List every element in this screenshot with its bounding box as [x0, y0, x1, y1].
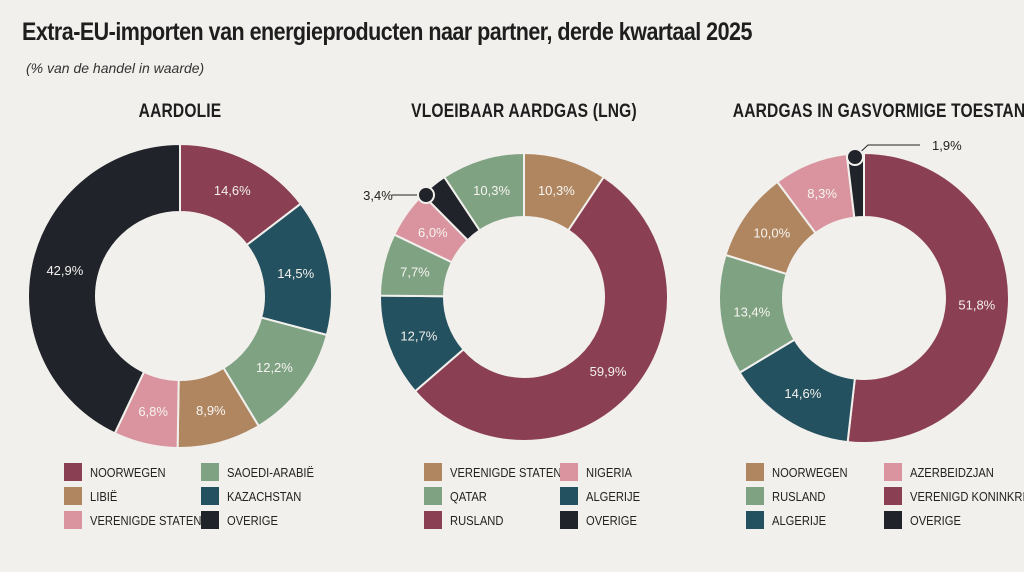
legend-label: SAOEDI-ARABIË: [227, 464, 314, 480]
legend-label: OVERIGE: [586, 512, 637, 528]
donut-hole-0: [97, 213, 263, 379]
legend-swatch: [884, 487, 902, 505]
legend-item-1-4: RUSLAND: [424, 511, 512, 529]
legend-label: OVERIGE: [227, 512, 278, 528]
data-label-2-3: 10,0%: [753, 226, 790, 241]
donut-0: 14,6% 14,5% 12,2% 8,9% 6,8% 42,9%: [27, 142, 333, 449]
legend-item-2-4: ALGERIJE: [746, 511, 835, 529]
legend-item-0-0: NOORWEGEN: [64, 463, 178, 481]
donut-hole-2: [784, 218, 944, 378]
legend-label: KAZACHSTAN: [227, 488, 302, 504]
legend-swatch: [884, 463, 902, 481]
data-label-2-4: 8,3%: [807, 186, 837, 201]
callout-dot-2-5: [846, 148, 864, 166]
legend-item-0-4: VERENIGDE STATEN: [64, 511, 220, 529]
legend-item-1-3: ALGERIJE: [560, 487, 649, 505]
data-label-1-5: 3,4%: [363, 188, 393, 203]
slice-0-5: [27, 142, 181, 435]
donut-hole-1: [445, 218, 603, 376]
legend-label: NIGERIA: [586, 464, 632, 480]
chart-title-aardolie: AARDOLIE: [138, 101, 222, 122]
legend-label: QATAR: [450, 488, 487, 504]
legend-swatch: [201, 463, 219, 481]
legend-label: VERENIGDE STATEN: [90, 512, 202, 528]
data-label-2-1: 14,6%: [784, 386, 821, 401]
legend-label: AZERBEIDZJAN: [910, 464, 994, 480]
donut-2: 51,8% 14,6% 13,4% 10,0% 8,3% 1,9%: [718, 138, 1010, 444]
data-label-2-2: 13,4%: [733, 304, 770, 319]
legend-item-2-5: OVERIGE: [884, 511, 969, 529]
legend-label: ALGERIJE: [772, 512, 827, 528]
slice-1-1: [413, 175, 669, 442]
legend-label: LIBIË: [90, 488, 118, 504]
page-title: Extra-EU-importen van energieproducten n…: [22, 18, 752, 46]
legend-item-2-0: NOORWEGEN: [746, 463, 860, 481]
data-label-1-0: 10,3%: [538, 183, 575, 198]
slice-2-0: [846, 151, 1010, 444]
data-label-1-6: 10,3%: [473, 183, 510, 198]
legend-swatch: [201, 511, 219, 529]
legend-item-1-5: OVERIGE: [560, 511, 645, 529]
legend-swatch: [746, 463, 764, 481]
legend-item-1-2: QATAR: [424, 487, 493, 505]
legend-swatch: [560, 463, 578, 481]
data-label-0-1: 14,5%: [277, 266, 314, 281]
data-label-1-2: 12,7%: [400, 329, 437, 344]
legend-item-0-2: LIBIË: [64, 487, 122, 505]
legend-item-0-1: SAOEDI-ARABIË: [201, 463, 328, 481]
data-label-0-2: 12,2%: [256, 360, 293, 375]
data-label-1-3: 7,7%: [400, 265, 430, 280]
legend-swatch: [201, 487, 219, 505]
data-label-0-5: 42,9%: [46, 263, 83, 278]
legend-item-2-2: RUSLAND: [746, 487, 834, 505]
data-label-1-1: 59,9%: [590, 364, 627, 379]
legend-item-2-3: VERENIGD KONINKRIJK: [884, 487, 1024, 505]
legend-swatch: [884, 511, 902, 529]
legend-swatch: [746, 511, 764, 529]
legend-swatch: [424, 463, 442, 481]
legend-swatch: [64, 463, 82, 481]
legend-item-0-5: OVERIGE: [201, 511, 286, 529]
legend-label: OVERIGE: [910, 512, 961, 528]
chart-title-lng: VLOEIBAAR AARDGAS (LNG): [411, 101, 637, 122]
legend-label: VERENIGDE STATEN: [450, 464, 562, 480]
legend-swatch: [424, 511, 442, 529]
data-label-2-5: 1,9%: [932, 138, 962, 153]
legend-label: RUSLAND: [450, 512, 504, 528]
legend-swatch: [424, 487, 442, 505]
legend-swatch: [64, 487, 82, 505]
legend-item-1-1: NIGERIA: [560, 463, 639, 481]
legend-swatch: [560, 511, 578, 529]
legend-label: NOORWEGEN: [772, 464, 848, 480]
data-label-0-4: 6,8%: [138, 404, 168, 419]
data-label-1-4: 6,0%: [418, 225, 448, 240]
legend-label: ALGERIJE: [586, 488, 641, 504]
legend-item-2-1: AZERBEIDZJAN: [884, 463, 1008, 481]
slice-1-6: [442, 151, 525, 232]
legend-swatch: [560, 487, 578, 505]
legend-swatch: [64, 511, 82, 529]
donut-1: 10,3% 59,9% 12,7% 7,7% 6,0% 3,4% 10,3%: [363, 151, 669, 442]
page-subtitle: (% van de handel in waarde): [26, 60, 205, 76]
legend-label: NOORWEGEN: [90, 464, 166, 480]
data-label-0-3: 8,9%: [196, 403, 226, 418]
data-label-0-0: 14,6%: [214, 183, 251, 198]
legend-label: VERENIGD KONINKRIJK: [910, 488, 1024, 504]
legend-swatch: [746, 487, 764, 505]
callout-dot-1-5: [417, 186, 435, 204]
legend-item-0-3: KAZACHSTAN: [201, 487, 313, 505]
data-label-2-0: 51,8%: [958, 297, 995, 312]
legend-label: RUSLAND: [772, 488, 826, 504]
chart-title-aardgas: AARDGAS IN GASVORMIGE TOESTAND: [732, 101, 1024, 122]
legend-item-1-0: VERENIGDE STATEN: [424, 463, 580, 481]
